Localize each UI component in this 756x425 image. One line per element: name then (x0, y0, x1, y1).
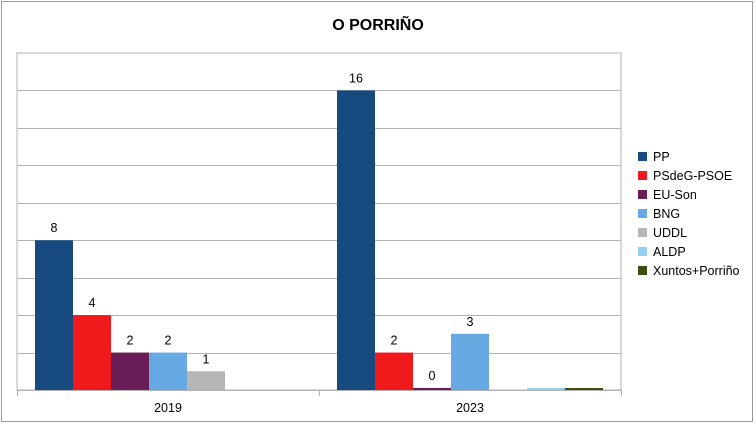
legend-swatch (638, 171, 647, 180)
bar (451, 333, 489, 390)
chart-legend: PP PSdeG-PSOE EU-Son BNG UDDL ALDP Xuntos+Porr… (638, 147, 740, 280)
legend-label: PSdeG-PSOE (653, 168, 733, 183)
bar (375, 352, 413, 390)
data-label: 4 (89, 296, 96, 310)
legend-item: EU-Son (638, 185, 740, 204)
data-label: 0 (429, 369, 436, 383)
bar (187, 371, 225, 390)
legend-label: PP (653, 149, 670, 164)
bar (527, 388, 565, 390)
bar (111, 352, 149, 390)
bar (565, 388, 603, 390)
legend-swatch (638, 209, 647, 218)
legend-item: PP (638, 147, 740, 166)
chart-title: O PORRIÑO (332, 17, 424, 34)
data-label: 16 (349, 71, 363, 85)
data-label: 1 (203, 352, 210, 366)
x-tick-label: 2023 (456, 401, 484, 415)
data-label: 2 (165, 334, 172, 348)
legend-item: ALDP (638, 242, 740, 261)
legend-item: Xuntos+Porriño (638, 261, 740, 280)
legend-item: PSdeG-PSOE (638, 166, 740, 185)
legend-item: UDDL (638, 223, 740, 242)
legend-label: Xuntos+Porriño (653, 263, 740, 278)
legend-label: BNG (653, 206, 681, 221)
legend-item: BNG (638, 204, 740, 223)
legend-label: EU-Son (653, 187, 697, 202)
data-label: 2 (391, 334, 398, 348)
data-label: 8 (51, 221, 58, 235)
bar (337, 90, 375, 390)
bar (73, 315, 111, 390)
legend-label: UDDL (653, 225, 688, 240)
legend-swatch (638, 152, 647, 161)
legend-swatch (638, 266, 647, 275)
legend-swatch (638, 190, 647, 199)
bar (35, 240, 73, 390)
data-label: 3 (467, 315, 474, 329)
x-tick-label: 2019 (154, 401, 182, 415)
bar (149, 352, 187, 390)
legend-swatch (638, 228, 647, 237)
data-label: 2 (127, 334, 134, 348)
legend-label: ALDP (653, 244, 686, 259)
bar (413, 388, 451, 390)
legend-swatch (638, 247, 647, 256)
